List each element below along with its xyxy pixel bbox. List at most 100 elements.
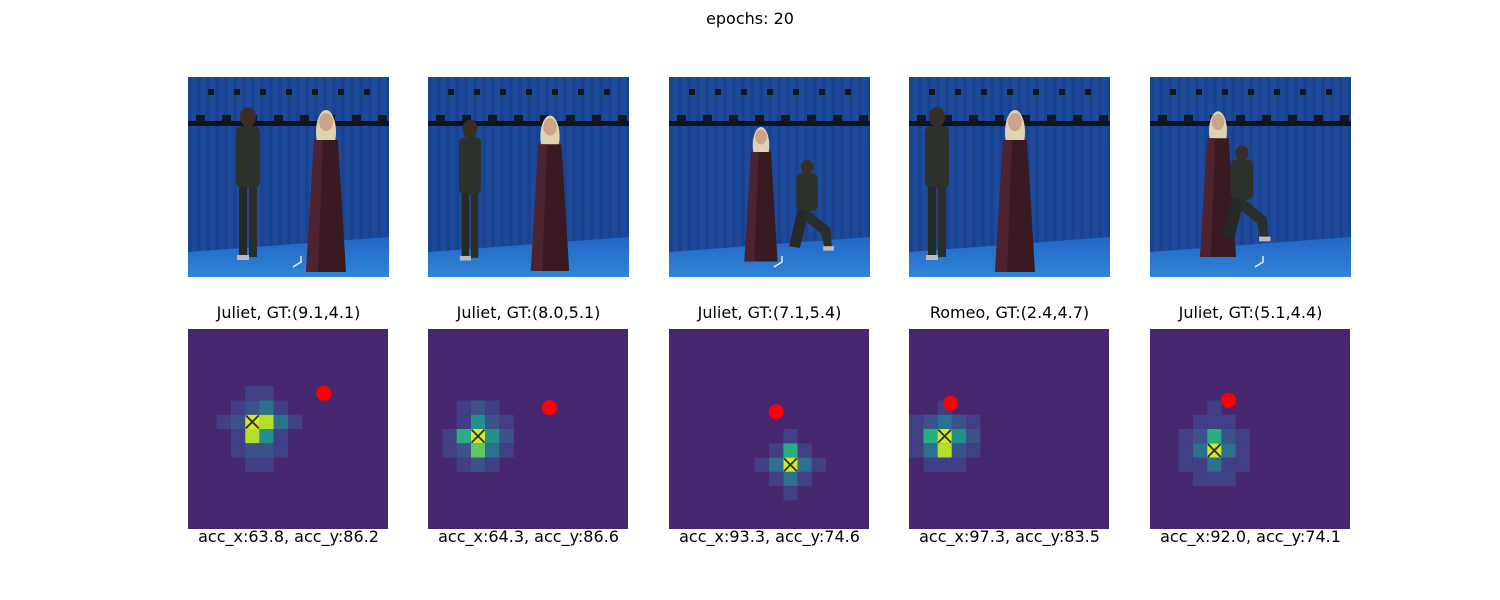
heatmap-cell [288,414,303,429]
heatmap-cell [811,457,827,472]
heatmap-cell [245,429,260,444]
heatmap-cell [485,457,500,472]
heatmap-cell [485,414,500,429]
heatmap-cell [1207,414,1222,429]
heatmap-cell [259,429,274,444]
ground-truth-marker [768,404,784,420]
heatmap-cell [797,443,812,458]
heatmap-cell [783,429,798,444]
heatmap-cell [1192,429,1208,444]
heatmap-cell [909,414,924,429]
heatmap-cell [769,457,784,472]
heatmap-cell [951,457,967,472]
heatmap-cell [1207,429,1222,444]
studio-photo [669,77,870,277]
heatmap-title: Juliet, GT:(9.1,4.1) [216,303,361,322]
heatmap-cell [1221,443,1236,458]
heatmap-cell [470,443,486,458]
heatmap-cell [485,400,500,415]
person-romeo [458,119,482,261]
heatmap-cell [1178,443,1193,458]
studio-photo [1150,77,1351,277]
studio-photo [428,77,629,277]
heatmap [1150,329,1350,529]
heatmap-cell [485,443,500,458]
heatmap-cell [273,429,288,444]
heatmap-cell [923,443,938,458]
predicted-marker [470,429,486,444]
person-juliet [744,127,778,262]
heatmap-cell [245,457,260,472]
heatmap-cell [499,429,514,444]
heatmap-cell [1221,457,1236,472]
heatmap-cell [456,414,471,429]
accuracy-caption: acc_x:92.0, acc_y:74.1 [1160,527,1341,546]
camera-rig [1150,121,1351,126]
heatmap-cell [783,471,798,487]
heatmap-cell [230,443,246,458]
heatmap-cell [1221,471,1236,487]
heatmap-title: Juliet, GT:(8.0,5.1) [456,303,601,322]
camera-rig [428,121,629,126]
heatmap-cell [769,443,784,458]
person-romeo [925,107,949,260]
camera-rig [669,121,870,126]
heatmap-cell [1192,471,1208,487]
heatmap-cell [797,457,812,472]
heatmap-cell [259,414,274,429]
heatmap-cell [259,443,274,458]
heatmap-cell [230,414,246,429]
heatmap-cell [245,443,260,458]
predicted-marker [245,414,260,429]
camera-rig [188,121,389,126]
heatmap-cell [783,443,798,458]
heatmap-title: Juliet, GT:(7.1,5.4) [697,303,842,322]
person-juliet [995,110,1035,272]
heatmap-background [669,329,869,529]
heatmap-title: Juliet, GT:(5.1,4.4) [1178,303,1323,322]
heatmap-cell [951,429,967,444]
ground-truth-marker [942,395,958,411]
person-romeo [236,107,260,260]
heatmap-cell [230,400,246,415]
heatmap-cell [470,400,486,415]
predicted-marker [937,429,952,444]
heatmap-cell [1221,414,1236,429]
accuracy-caption: acc_x:64.3, acc_y:86.6 [438,527,619,546]
heatmap-title: Romeo, GT:(2.4,4.7) [929,303,1090,322]
heatmap-cell [783,486,798,501]
ground-truth-marker [1221,392,1237,408]
predicted-marker [1207,443,1222,458]
heatmap-cell [966,429,981,444]
heatmap-cell [797,471,812,487]
heatmap-cell [245,386,260,401]
heatmap-cell [951,414,967,429]
heatmap-cell [499,414,514,429]
heatmap-cell [456,457,471,472]
heatmap-cell [937,414,952,429]
heatmap-cell [1235,429,1250,444]
heatmap-cell [485,429,500,444]
heatmap-cell [1192,443,1208,458]
predicted-marker [783,457,798,472]
heatmap-cell [216,414,231,429]
studio-photo [909,77,1110,277]
heatmap-cell [937,443,952,458]
person-juliet [306,110,346,272]
studio-floor [428,237,629,277]
heatmap-cell [1178,457,1193,472]
heatmap-cell [1221,429,1236,444]
person-juliet [530,115,570,271]
accuracy-caption: acc_x:93.3, acc_y:74.6 [679,527,860,546]
heatmap-cell [923,457,938,472]
heatmap-cell [966,443,981,458]
heatmap-cell [1235,443,1250,458]
ground-truth-marker [541,400,557,416]
person-romeo [789,159,834,251]
heatmap-cell [442,443,457,458]
heatmap-cell [966,414,981,429]
heatmap [909,329,1109,529]
studio-photo [188,77,389,277]
heatmap-cell [273,443,288,458]
heatmap-cell [273,400,288,415]
